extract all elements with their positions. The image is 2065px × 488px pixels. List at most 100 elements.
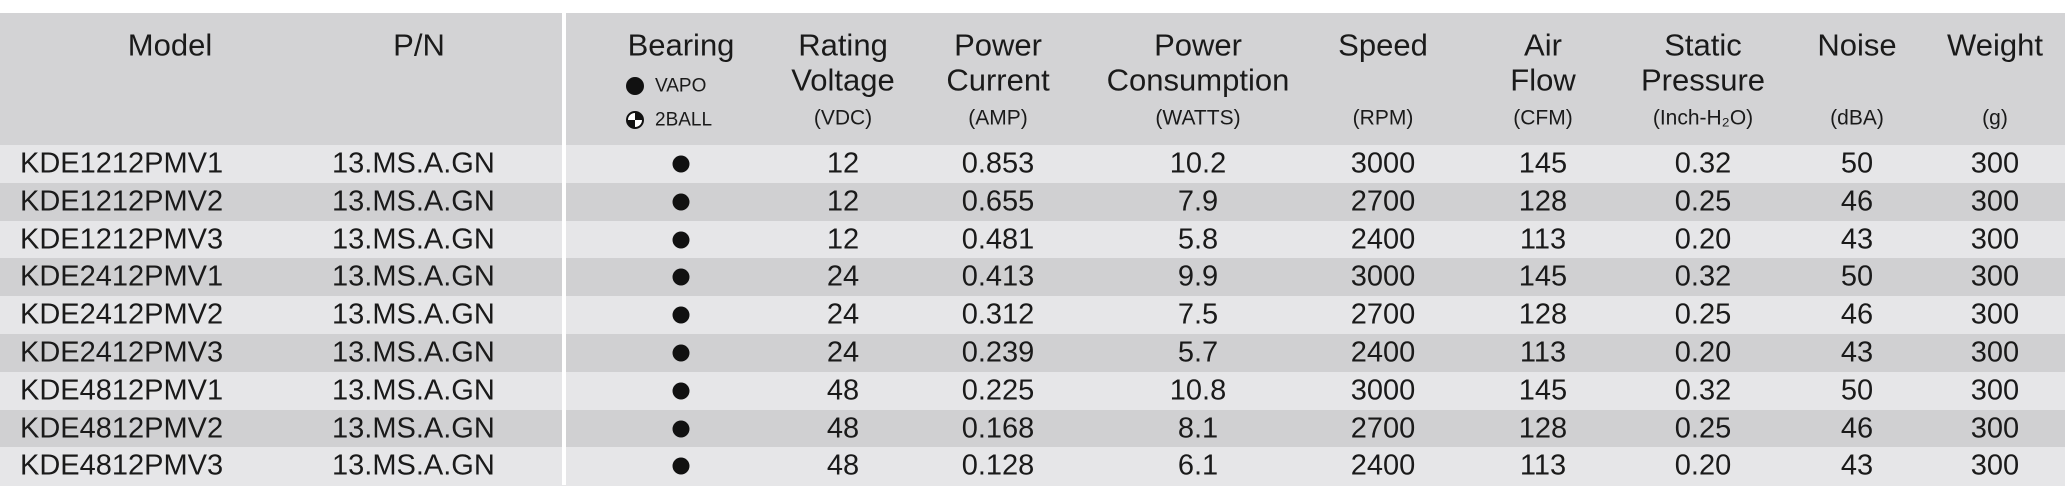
row-bg	[0, 296, 2065, 335]
bearing-icon	[672, 344, 690, 362]
header-unit: (Inch-H₂O)	[1652, 106, 1754, 130]
bearing-icon	[672, 306, 690, 324]
cell: 300	[1970, 185, 2020, 218]
row-bg	[0, 145, 2065, 184]
cell: 13.MS.A.GN	[332, 223, 495, 255]
header-title: Rating	[798, 27, 888, 63]
cell: 24	[826, 298, 860, 331]
cell: 0.25	[1674, 412, 1732, 444]
header-unit: (RPM)	[1352, 106, 1414, 130]
cell: 0.20	[1674, 449, 1732, 482]
cell: 0.312	[961, 298, 1035, 331]
cell: 0.25	[1674, 185, 1732, 218]
bearing-icon	[672, 420, 690, 437]
cell: 2700	[1350, 412, 1416, 444]
cell: 0.239	[961, 336, 1035, 369]
cell: 43	[1840, 223, 1874, 255]
cell: 48	[826, 412, 860, 444]
cell: 24	[826, 336, 860, 369]
cell: 24	[826, 260, 860, 293]
bearing-icon	[672, 457, 690, 475]
header-title: Weight	[1947, 27, 2043, 63]
header-title: Noise	[1817, 27, 1897, 63]
cell: 300	[1970, 412, 2020, 444]
legend-icon	[626, 77, 644, 95]
cell: 300	[1970, 260, 2020, 293]
cell: 46	[1840, 412, 1874, 444]
cell: 145	[1518, 147, 1568, 180]
bearing-icon	[672, 382, 690, 400]
row-bg	[0, 182, 2065, 222]
cell: 7.9	[1177, 185, 1219, 218]
cell: 0.168	[961, 412, 1035, 444]
cell: 12	[826, 147, 860, 180]
header-title: Model	[127, 27, 213, 63]
cell: 46	[1840, 185, 1874, 218]
cell: KDE4812PMV1	[20, 374, 224, 407]
cell: KDE4812PMV3	[20, 449, 224, 482]
header-title: Consumption	[1106, 62, 1290, 98]
cell: 300	[1970, 374, 2020, 407]
cell: 3000	[1350, 147, 1416, 180]
cell: 0.481	[961, 223, 1035, 255]
cell: 128	[1518, 412, 1568, 444]
cell: 2400	[1350, 223, 1416, 255]
cell: 3000	[1350, 374, 1416, 407]
cell: 50	[1840, 260, 1874, 293]
cell: 300	[1970, 147, 2020, 180]
cell: 300	[1970, 449, 2020, 482]
cell: KDE1212PMV1	[20, 147, 224, 180]
cell: 145	[1518, 374, 1568, 407]
cell: 0.128	[961, 449, 1035, 482]
bearing-icon	[672, 231, 690, 248]
cell: 13.MS.A.GN	[332, 298, 495, 331]
cell: 6.1	[1177, 449, 1219, 482]
header-unit: (g)	[1982, 106, 2008, 130]
header-title: Static	[1664, 27, 1742, 63]
cell: 46	[1840, 298, 1874, 331]
row-bg	[0, 371, 2065, 411]
cell: 5.8	[1177, 223, 1219, 255]
header-unit: (dBA)	[1830, 106, 1884, 130]
header-title: Current	[946, 62, 1050, 98]
cell: KDE2412PMV1	[20, 260, 224, 293]
legend-icon	[626, 111, 644, 129]
cell: 0.20	[1674, 223, 1732, 255]
header-title: Pressure	[1640, 62, 1766, 98]
cell: 12	[826, 185, 860, 218]
cell: 10.8	[1169, 374, 1227, 407]
cell: 48	[826, 449, 860, 482]
bearing-icon	[672, 193, 690, 211]
cell: KDE1212PMV3	[20, 223, 224, 255]
cell: KDE2412PMV3	[20, 336, 224, 369]
cell: 145	[1518, 260, 1568, 293]
cell: 0.225	[961, 374, 1035, 407]
cell: 300	[1970, 336, 2020, 369]
cell: 113	[1519, 336, 1567, 369]
cell: 12	[826, 223, 860, 255]
cell: 43	[1840, 449, 1874, 482]
cell: 7.5	[1177, 298, 1219, 331]
cell: 2700	[1350, 185, 1416, 218]
row-bg	[0, 409, 2065, 448]
cell: 13.MS.A.GN	[332, 412, 495, 444]
row-bg	[0, 334, 2065, 373]
header-title: Bearing	[627, 27, 735, 63]
header-title: P/N	[393, 27, 445, 63]
bearing-icon	[672, 155, 690, 173]
cell: 48	[826, 374, 860, 407]
cell: 2400	[1350, 336, 1416, 369]
cell: 2700	[1350, 298, 1416, 331]
cell: 128	[1518, 185, 1568, 218]
header-unit: (CFM)	[1513, 106, 1573, 130]
header-title: Voltage	[791, 62, 895, 98]
header-unit: (VDC)	[813, 106, 873, 130]
cell: 300	[1970, 223, 2020, 255]
cell: 2400	[1350, 449, 1416, 482]
cell: 0.20	[1674, 336, 1732, 369]
cell: 13.MS.A.GN	[332, 374, 495, 407]
header-title: Air	[1524, 27, 1562, 63]
header-title: Power	[954, 27, 1042, 63]
cell: KDE4812PMV2	[20, 412, 224, 444]
